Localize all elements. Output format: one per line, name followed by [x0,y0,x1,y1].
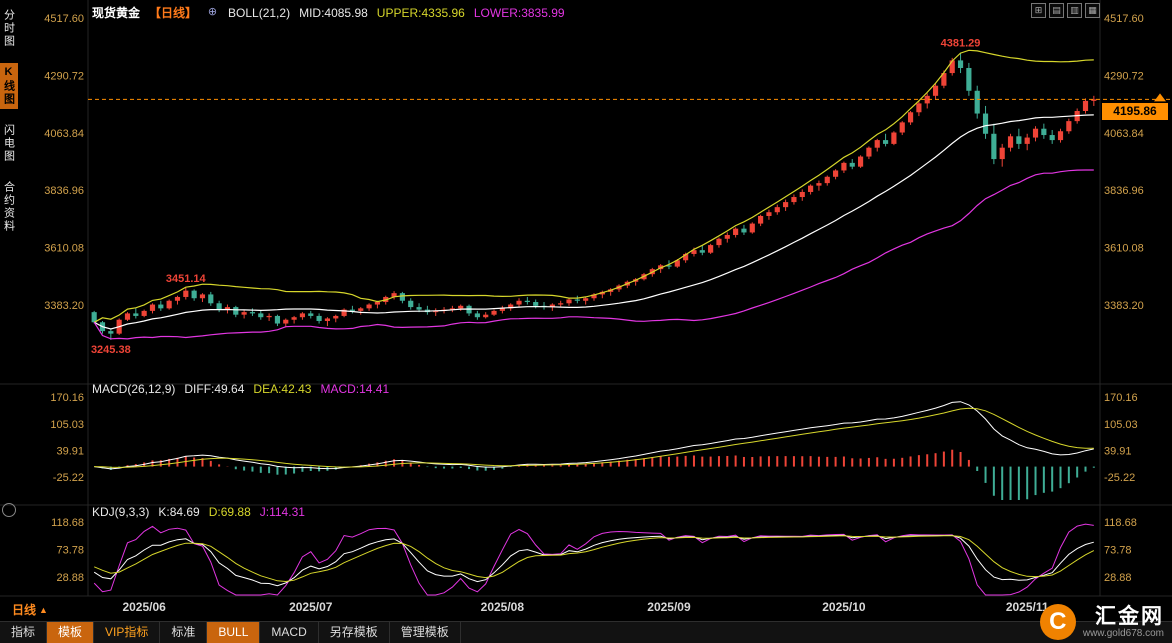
axis-tick-label: 3383.20 [1104,300,1144,312]
axis-tick-label: 4290.72 [1104,70,1144,82]
chart-layout-grid-icon[interactable]: ⊞ [1031,3,1046,18]
indicator-settings-icon[interactable]: ⊕ [207,6,218,18]
x-axis-month-label: 2025/06 [122,600,166,614]
chart-header: 现货黄金 【日线】 ⊕ BOLL(21,2) MID:4085.98 UPPER… [92,4,565,21]
sidebar-tab-kline[interactable]: K线图 [0,63,18,109]
axis-tick-label: 39.91 [56,445,84,457]
axis-tick-label: 73.78 [56,545,84,557]
axis-tick-label: 4063.84 [1104,128,1144,140]
chart-layout-two-icon[interactable]: ▥ [1067,3,1082,18]
x-axis-month-label: 2025/08 [481,600,525,614]
macd-indicator-name: MACD(26,12,9) [92,382,176,396]
macd-diff-value: DIFF:49.64 [184,382,245,396]
brand-name: 汇金网 [1095,604,1164,628]
toolbar-item-vip-indicator[interactable]: VIP指标 [94,622,161,643]
boll-upper-value: UPPER:4335.96 [376,5,465,20]
toolbar-item-macd[interactable]: MACD [260,622,319,643]
x-axis-month-label: 2025/11 [1006,600,1049,614]
axis-tick-label: 3836.96 [44,185,84,197]
axis-tick-label: 105.03 [50,419,84,431]
price-annotation: 3245.38 [91,344,131,356]
symbol-name: 现货黄金 [92,6,141,20]
axis-tick-label: 28.88 [1104,572,1132,584]
axis-tick-label: -25.22 [53,472,84,484]
axis-tick-label: 118.68 [51,517,84,529]
axis-tick-label: 28.88 [56,572,84,584]
toolbar-item-manage-template[interactable]: 管理模板 [390,622,461,643]
period-selector-label: 日线 [12,603,37,617]
axis-tick-label: 4517.60 [44,13,84,25]
kdj-j-value: J:114.31 [259,505,305,519]
kdj-indicator-name: KDJ(9,3,3) [92,505,150,519]
axis-tick-label: 105.03 [1104,419,1138,431]
toolbar-item-standard[interactable]: 标准 [160,622,208,643]
sidebar-tab-time-share[interactable]: 分时图 [2,9,15,48]
kdj-k-value: K:84.69 [158,505,200,519]
boll-lower-value: LOWER:3835.99 [473,5,565,20]
toolbar-item-template[interactable]: 模板 [47,622,95,643]
x-axis-month-label: 2025/10 [822,600,866,614]
sidebar-tab-contract-info[interactable]: 合约资料 [2,181,15,233]
boll-indicator-name: BOLL(21,2) [228,5,291,20]
period-tag[interactable]: 【日线】 [149,6,198,20]
axis-tick-label: 73.78 [1104,545,1132,557]
axis-tick-label: 3836.96 [1104,185,1144,197]
toolbar-item-indicator[interactable]: 指标 [0,622,48,643]
macd-dea-value: DEA:42.43 [253,382,312,396]
bottom-toolbar: 指标 模板 VIP指标 标准 BULL MACD 另存模板 管理模板 [0,621,1172,643]
axis-tick-label: 4517.60 [1104,13,1144,25]
axis-tick-label: 170.16 [1104,392,1138,404]
macd-header: MACD(26,12,9) DIFF:49.64 DEA:42.43 MACD:… [92,382,389,396]
kdj-header: KDJ(9,3,3) K:84.69 D:69.88 J:114.31 [92,505,305,519]
axis-tick-label: 4290.72 [44,70,84,82]
toolbar-item-save-template[interactable]: 另存模板 [319,622,390,643]
period-selector[interactable]: 日线 ▲ [12,601,48,618]
axis-tick-label: 170.16 [50,392,84,404]
axis-tick-label: 3610.08 [1104,243,1144,255]
x-axis-month-label: 2025/09 [647,600,691,614]
x-axis-month-label: 2025/07 [289,600,333,614]
price-annotation: 3451.14 [166,273,207,285]
chart-layout-three-icon[interactable]: ▦ [1085,3,1100,18]
axis-tick-label: 118.68 [1104,517,1137,529]
kdj-d-value: D:69.88 [208,505,251,519]
brand-url: www.gold678.com [1082,628,1164,640]
price-annotation: 4381.29 [941,37,981,49]
left-float-icon[interactable] [2,503,16,517]
brand-block: C 汇金网 www.gold678.com [1039,604,1164,640]
axis-tick-label: 4063.84 [44,128,84,140]
boll-mid-value: MID:4085.98 [299,5,368,20]
huijin-logo-icon[interactable]: C [1039,604,1076,640]
toolbar-item-bull[interactable]: BULL [207,622,261,643]
axis-tick-label: 39.91 [1104,445,1132,457]
sidebar-tab-flash-chart[interactable]: 闪电图 [2,124,15,163]
collapse-arrow-icon: ▲ [39,604,48,615]
macd-macd-value: MACD:14.41 [320,382,390,396]
chart-layout-switcher: ⊞ ▤ ▥ ▦ [1031,3,1100,18]
axis-tick-label: 3383.20 [44,300,84,312]
chart-layout-one-icon[interactable]: ▤ [1049,3,1064,18]
axis-tick-label: 3610.08 [44,243,84,255]
price-marker-arrow-icon [1154,93,1166,102]
last-price-tag: 4195.86 [1102,103,1168,120]
axis-tick-label: -25.22 [1104,472,1135,484]
left-sidebar: 分时图 K线图 闪电图 合约资料 [0,6,18,236]
